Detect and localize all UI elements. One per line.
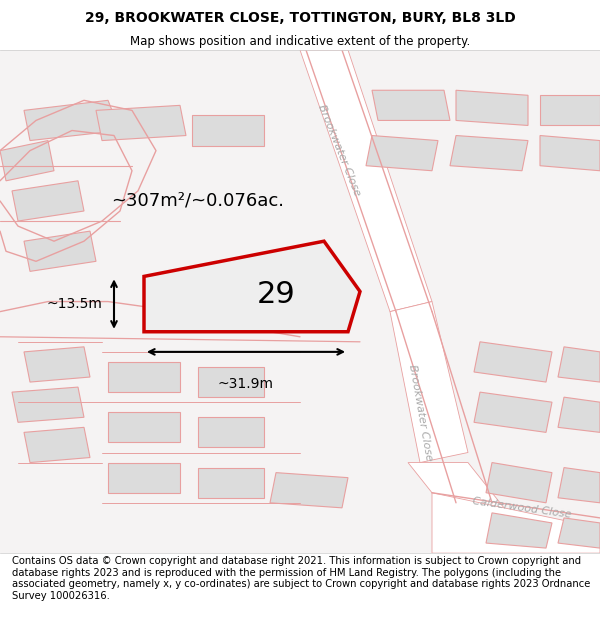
Polygon shape — [24, 347, 90, 382]
Polygon shape — [12, 387, 84, 422]
Text: Calderwood Close: Calderwood Close — [472, 496, 572, 520]
Polygon shape — [540, 136, 600, 171]
Polygon shape — [432, 492, 600, 553]
Polygon shape — [408, 462, 540, 553]
Text: Brookwater Close: Brookwater Close — [407, 363, 433, 461]
Polygon shape — [0, 141, 54, 181]
Polygon shape — [24, 428, 90, 462]
Polygon shape — [270, 472, 348, 508]
Polygon shape — [198, 468, 264, 498]
Polygon shape — [474, 392, 552, 432]
Polygon shape — [12, 181, 84, 221]
Polygon shape — [108, 362, 180, 392]
Polygon shape — [198, 367, 264, 397]
Polygon shape — [558, 397, 600, 432]
Polygon shape — [486, 462, 552, 503]
Polygon shape — [558, 518, 600, 548]
Polygon shape — [198, 418, 264, 447]
Polygon shape — [558, 347, 600, 382]
Text: Brookwater Close: Brookwater Close — [316, 103, 362, 198]
Polygon shape — [390, 301, 468, 462]
Text: Contains OS data © Crown copyright and database right 2021. This information is : Contains OS data © Crown copyright and d… — [12, 556, 590, 601]
Polygon shape — [474, 342, 552, 382]
Polygon shape — [108, 412, 180, 442]
Polygon shape — [108, 462, 180, 492]
Text: Map shows position and indicative extent of the property.: Map shows position and indicative extent… — [130, 35, 470, 48]
Polygon shape — [96, 106, 186, 141]
Polygon shape — [372, 90, 450, 121]
Polygon shape — [558, 468, 600, 502]
Polygon shape — [450, 136, 528, 171]
Polygon shape — [24, 100, 120, 141]
Text: ~307m²/~0.076ac.: ~307m²/~0.076ac. — [112, 192, 284, 210]
Polygon shape — [0, 50, 600, 553]
Polygon shape — [300, 50, 432, 312]
Polygon shape — [540, 95, 600, 126]
Text: 29, BROOKWATER CLOSE, TOTTINGTON, BURY, BL8 3LD: 29, BROOKWATER CLOSE, TOTTINGTON, BURY, … — [85, 11, 515, 25]
Text: 29: 29 — [257, 280, 295, 309]
Polygon shape — [456, 90, 528, 126]
Text: ~31.9m: ~31.9m — [218, 377, 274, 391]
Polygon shape — [366, 136, 438, 171]
Polygon shape — [486, 513, 552, 548]
Polygon shape — [192, 116, 264, 146]
Text: ~13.5m: ~13.5m — [46, 297, 102, 311]
Polygon shape — [24, 231, 96, 271]
Polygon shape — [144, 241, 360, 332]
